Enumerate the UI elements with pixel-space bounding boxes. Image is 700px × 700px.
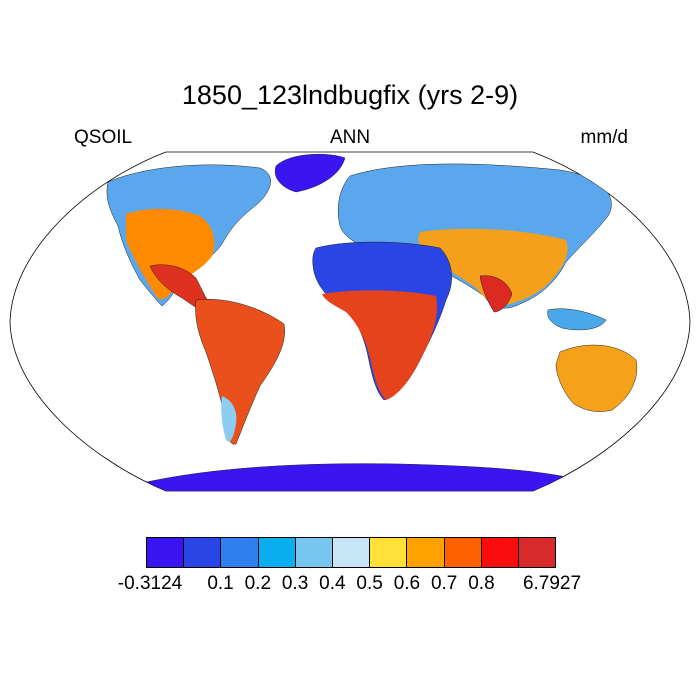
season-label: ANN [329, 127, 371, 148]
colorbar [146, 537, 556, 568]
colorbar-swatch [370, 538, 408, 567]
australia [555, 344, 638, 412]
south-america-tip [221, 396, 237, 442]
africa-south [322, 290, 438, 400]
colorbar-label: 0.2 [244, 573, 272, 594]
colorbar-swatch [147, 538, 185, 567]
colorbar-labels: -0.3124 0.1 0.2 0.3 0.4 0.5 0.6 0.7 0.8 6.7927 [0, 573, 700, 603]
colorbar-swatch [481, 538, 519, 567]
maritime-se-asia [547, 308, 607, 331]
colorbar-label: 0.8 [468, 573, 495, 594]
colorbar-label: 6.7927 [522, 573, 582, 594]
colorbar-swatch [518, 538, 556, 567]
colorbar-label: 0.1 [207, 573, 234, 594]
variable-label: QSOIL [74, 127, 133, 148]
colorbar-swatch [184, 538, 222, 567]
colorbar-label: 0.4 [319, 573, 346, 594]
asia-south [418, 228, 568, 306]
north-america-south [126, 208, 215, 300]
colorbar-label: -0.3124 [117, 573, 183, 594]
colorbar-swatch [258, 538, 296, 567]
colorbar-label: 0.6 [393, 573, 421, 594]
colorbar-swatch [444, 538, 482, 567]
plot-title: 1850_123lndbugfix (yrs 2-9) [181, 80, 519, 110]
colorbar-label: 0.3 [281, 573, 309, 594]
colorbar-swatch [295, 538, 333, 567]
colorbar-swatch [407, 538, 445, 567]
south-america [195, 299, 285, 445]
units-label: mm/d [580, 127, 629, 148]
colorbar-label: 0.5 [356, 573, 383, 594]
colorbar-swatch [332, 538, 371, 567]
colorbar-label: 0.7 [430, 573, 458, 594]
india [479, 275, 513, 313]
greenland [274, 154, 346, 193]
colorbar-swatch [221, 538, 259, 567]
antarctica [129, 463, 581, 491]
